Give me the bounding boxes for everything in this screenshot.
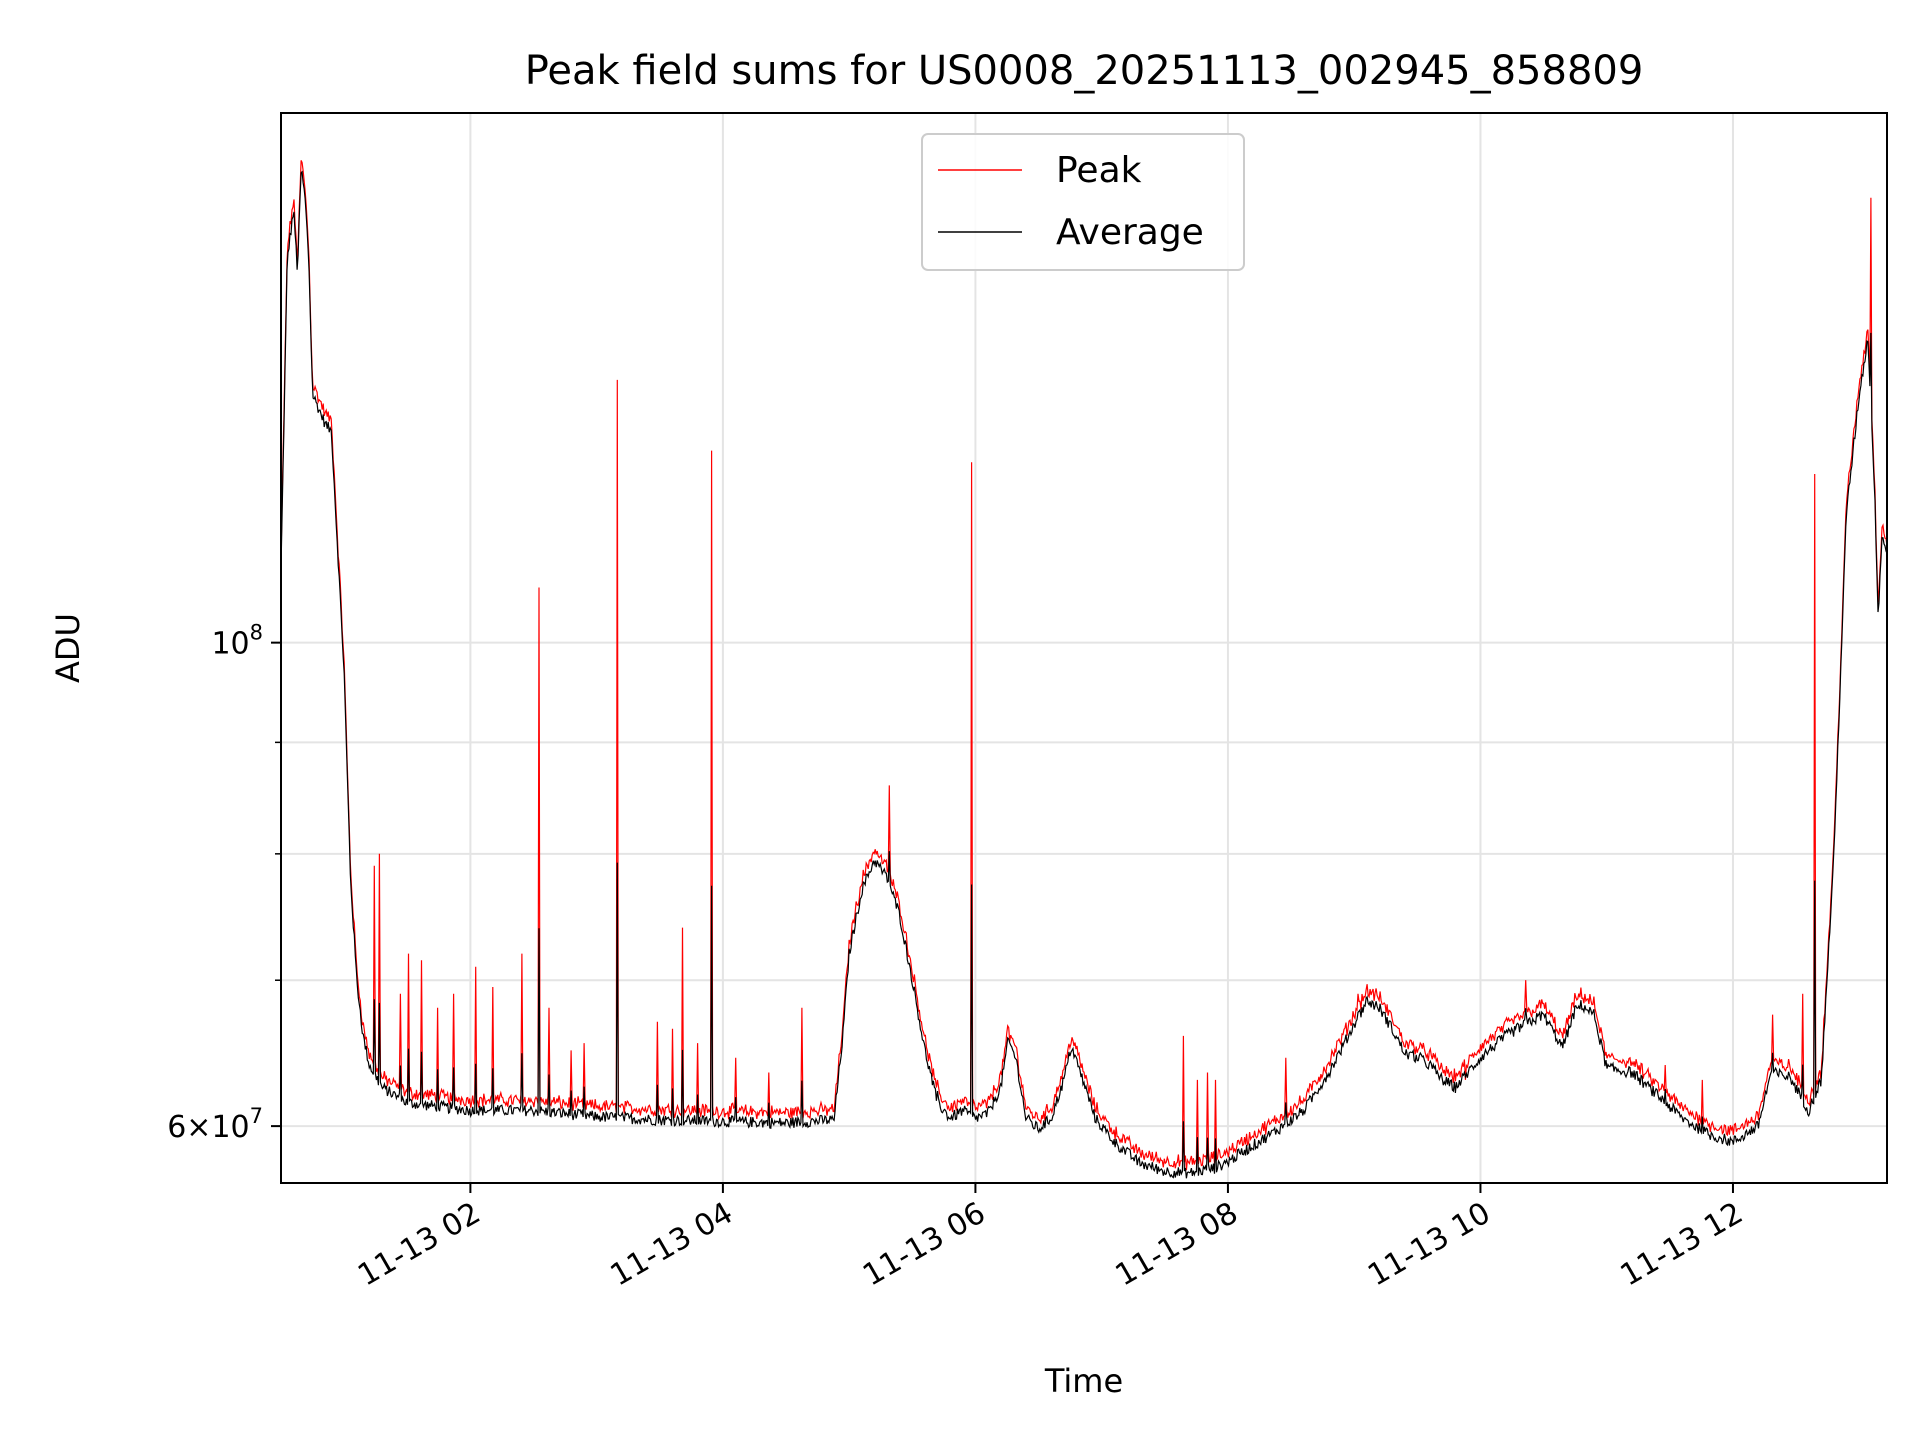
y-tick-label: 108 — [211, 621, 263, 662]
series-peak-line — [280, 160, 1888, 1171]
x-axis-label: Time — [1044, 1362, 1123, 1400]
axes-frame — [280, 112, 1888, 1184]
grid — [281, 113, 1887, 1183]
y-axis-label: ADU — [49, 613, 87, 683]
legend-average-label: Average — [1056, 212, 1204, 253]
series-average-line — [280, 170, 1888, 1179]
y-tick-label: 6×107 — [167, 1104, 263, 1145]
plot-area — [280, 160, 1888, 1179]
legend: Peak Average — [921, 133, 1245, 271]
chart-title: Peak field sums for US0008_20251113_0029… — [525, 48, 1644, 94]
legend-box — [921, 133, 1245, 271]
legend-peak-label: Peak — [1056, 150, 1142, 191]
y-axis-ticks: 108 6×107 — [167, 621, 281, 1145]
